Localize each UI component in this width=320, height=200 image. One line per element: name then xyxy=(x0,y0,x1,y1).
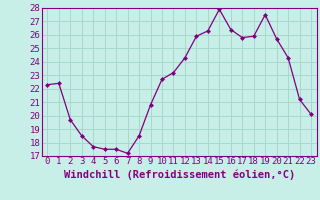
X-axis label: Windchill (Refroidissement éolien,°C): Windchill (Refroidissement éolien,°C) xyxy=(64,169,295,180)
